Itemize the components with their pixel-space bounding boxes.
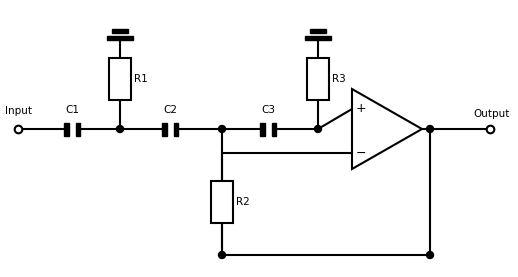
Text: Output: Output [474,109,510,119]
Bar [307,58,329,100]
Polygon shape [260,122,265,135]
Polygon shape [162,122,166,135]
Circle shape [219,125,225,132]
Text: R3: R3 [332,74,346,84]
Text: C1: C1 [65,105,79,115]
Bar [109,58,131,100]
Polygon shape [112,29,128,33]
Circle shape [314,125,322,132]
Polygon shape [305,36,331,40]
Polygon shape [64,122,68,135]
Polygon shape [310,29,326,33]
Text: C2: C2 [163,105,177,115]
Circle shape [426,125,434,132]
Text: Input: Input [6,106,33,116]
Circle shape [117,125,123,132]
Circle shape [219,252,225,258]
Text: −: − [356,147,366,160]
Text: R1: R1 [134,74,148,84]
Text: R2: R2 [236,197,250,207]
Text: +: + [356,102,366,116]
Circle shape [426,252,434,258]
Polygon shape [76,122,80,135]
Text: C3: C3 [261,105,275,115]
Polygon shape [271,122,276,135]
Polygon shape [107,36,133,40]
Polygon shape [174,122,178,135]
Bar [211,181,233,223]
